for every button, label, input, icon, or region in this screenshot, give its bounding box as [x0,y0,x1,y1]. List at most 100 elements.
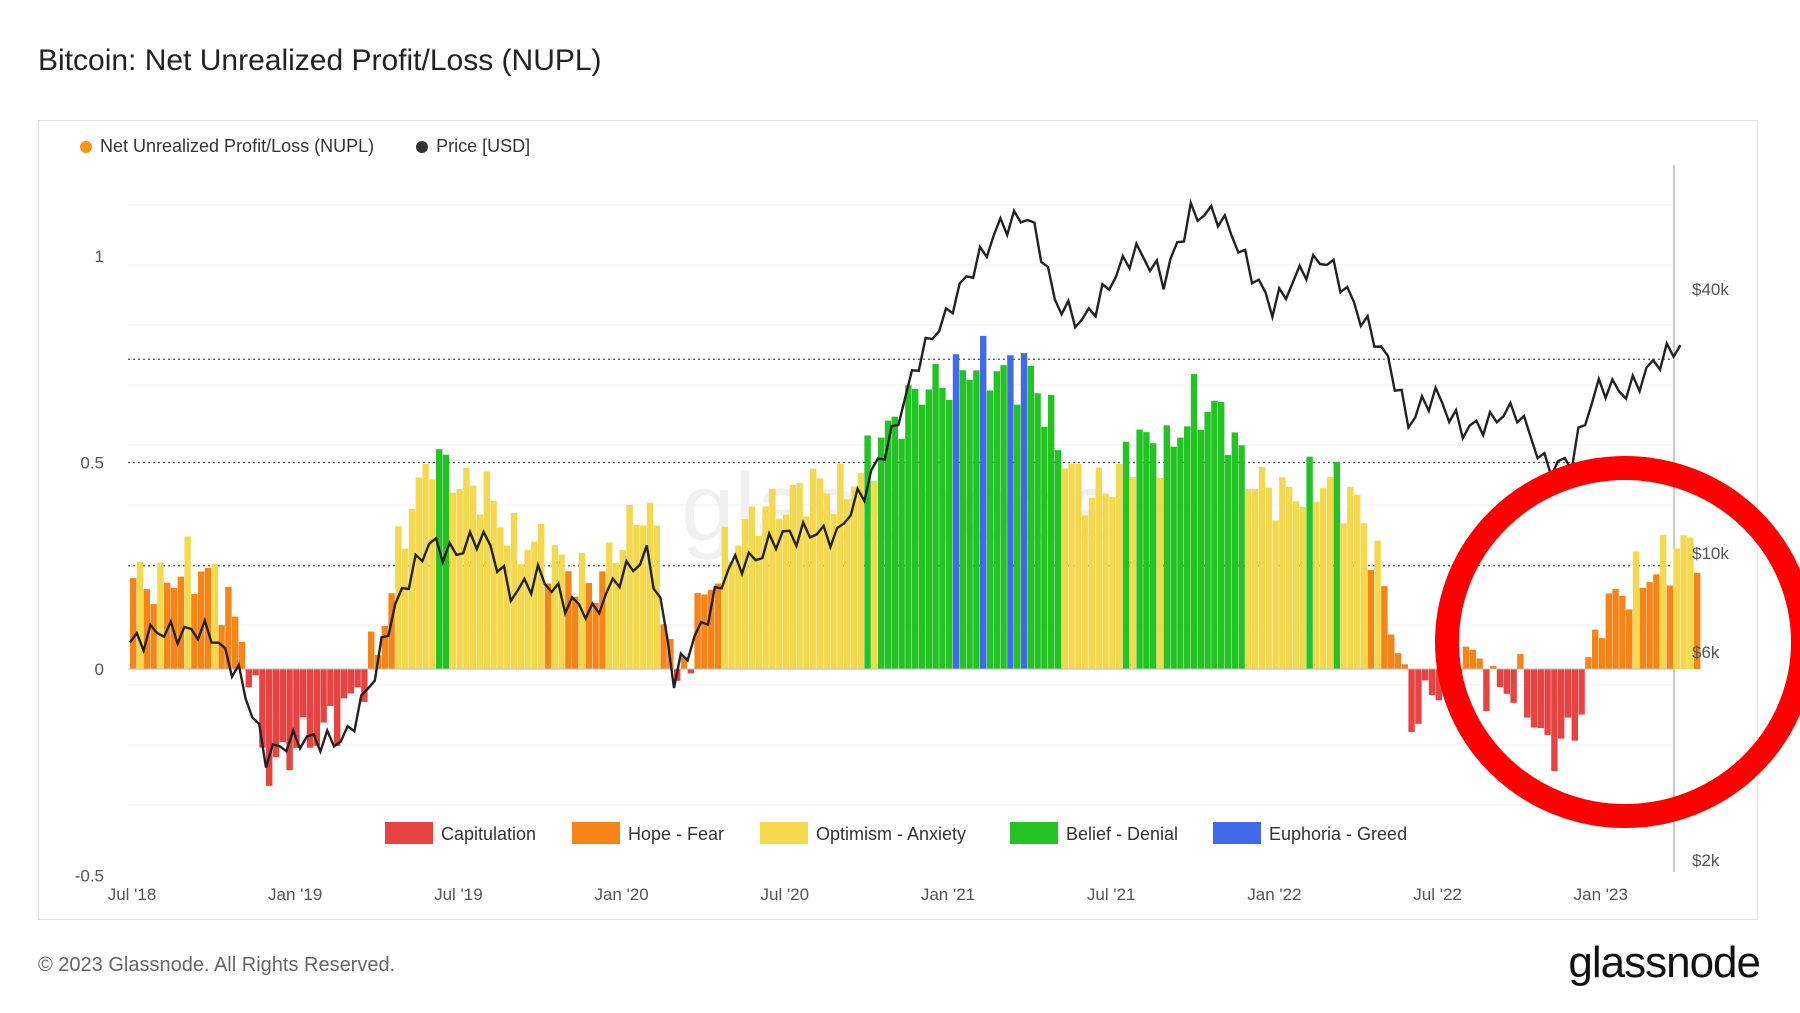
nupl-bar-174 [1313,501,1320,669]
nupl-bar-207 [1537,669,1544,729]
legend-label-1: Hope - Fear [628,824,724,844]
nupl-bar-125 [980,335,987,669]
nupl-bar-28 [320,669,327,723]
nupl-bar-27 [313,669,320,746]
nupl-bar-220 [1626,609,1633,669]
nupl-bar-88 [728,561,735,669]
nupl-bar-204 [1517,654,1524,669]
nupl-bar-186 [1394,653,1402,669]
nupl-bar-60 [538,523,545,669]
nupl-bar-179 [1347,486,1354,669]
nupl-bar-140 [1082,515,1089,669]
nupl-bar-151 [1156,478,1164,669]
nupl-bar-19 [259,669,266,748]
legend-nupl-dot [80,140,92,153]
copyright-footer: © 2023 Glassnode. All Rights Reserved. [38,954,396,976]
legend-swatch-2 [760,822,808,844]
nupl-bar-100 [810,468,817,669]
nupl-bar-108 [864,435,871,669]
nupl-bar-76 [646,502,654,669]
nupl-bar-113 [898,438,905,669]
nupl-bar-152 [1163,425,1170,669]
right-tick-label: $2k [1692,851,1720,870]
nupl-bar-146 [1122,441,1130,669]
nupl-bar-221 [1632,551,1640,669]
nupl-bar-112 [891,416,898,669]
x-tick-label: Jul '21 [1087,885,1136,904]
nupl-bar-47 [449,492,456,669]
nupl-bar-46 [442,454,450,669]
nupl-bar-95 [776,518,783,669]
legend-swatch-1 [572,822,620,844]
nupl-bar-54 [497,527,504,669]
nupl-bar-85 [708,589,715,669]
nupl-bar-64 [565,571,572,669]
nupl-bar-150 [1150,443,1157,669]
nupl-bar-63 [558,554,565,669]
nupl-bar-21 [272,669,280,758]
nupl-bar-142 [1095,467,1102,669]
legend-item-price[interactable]: Price [USD] [416,136,530,157]
nupl-bar-183 [1374,540,1381,669]
nupl-bar-177 [1333,461,1340,669]
nupl-bar-181 [1360,523,1368,669]
nupl-bar-216 [1598,638,1606,669]
nupl-bar-10 [198,571,205,669]
left-tick-label: 1 [95,247,104,266]
nupl-bar-31 [340,669,348,699]
nupl-bar-34 [361,669,368,702]
nupl-bar-185 [1388,634,1395,669]
nupl-bar-208 [1544,669,1551,735]
x-tick-label: Jan '19 [268,885,322,904]
nupl-bar-103 [830,514,837,669]
nupl-bar-172 [1299,506,1306,669]
nupl-bar-20 [266,669,273,786]
nupl-bar-25 [300,669,307,718]
nupl-bar-72 [619,549,626,669]
legend-swatch-3 [1010,822,1058,844]
nupl-bar-117 [925,389,932,669]
nupl-bar-14 [225,586,232,669]
nupl-bar-70 [606,542,613,669]
nupl-bar-97 [789,484,796,669]
nupl-bar-26 [306,669,314,748]
nupl-bar-131 [1020,353,1028,669]
nupl-bar-23 [286,669,293,771]
nupl-bar-11 [204,567,212,669]
nupl-bar-40 [402,548,409,669]
nupl-bar-118 [932,364,939,669]
nupl-bar-227 [1673,548,1680,669]
nupl-bar-77 [653,525,660,669]
legend-price-label: Price [USD] [436,136,531,156]
nupl-bar-191 [1428,669,1436,696]
nupl-bar-127 [993,371,1000,669]
nupl-bar-86 [714,583,722,669]
nupl-bar-52 [483,471,490,669]
nupl-bar-44 [429,479,436,669]
annotation-circle [1435,456,1800,828]
left-tick-label: 0 [95,660,104,679]
nupl-bar-228 [1680,535,1687,669]
nupl-bar-132 [1027,365,1034,669]
nupl-bar-215 [1592,629,1599,669]
nupl-bar-114 [905,385,912,669]
nupl-bar-145 [1116,463,1123,669]
nupl-bar-71 [612,563,620,669]
nupl-bar-224 [1653,574,1660,669]
nupl-bar-169 [1279,477,1286,669]
nupl-bar-99 [803,516,810,669]
nupl-bar-137 [1061,468,1068,669]
nupl-bar-78 [660,624,667,669]
legend-item-nupl[interactable]: Net Unrealized Profit/Loss (NUPL) [80,136,374,157]
nupl-bar-17 [245,669,252,688]
nupl-bar-197 [1469,649,1476,669]
nupl-bar-173 [1306,456,1313,669]
nupl-bar-119 [939,388,946,669]
nupl-bar-175 [1320,488,1327,669]
x-tick-label: Jul '18 [108,885,157,904]
nupl-bar-229 [1687,537,1694,669]
nupl-bar-143 [1102,493,1109,669]
nupl-bar-123 [966,379,973,669]
nupl-bar-68 [592,602,599,669]
